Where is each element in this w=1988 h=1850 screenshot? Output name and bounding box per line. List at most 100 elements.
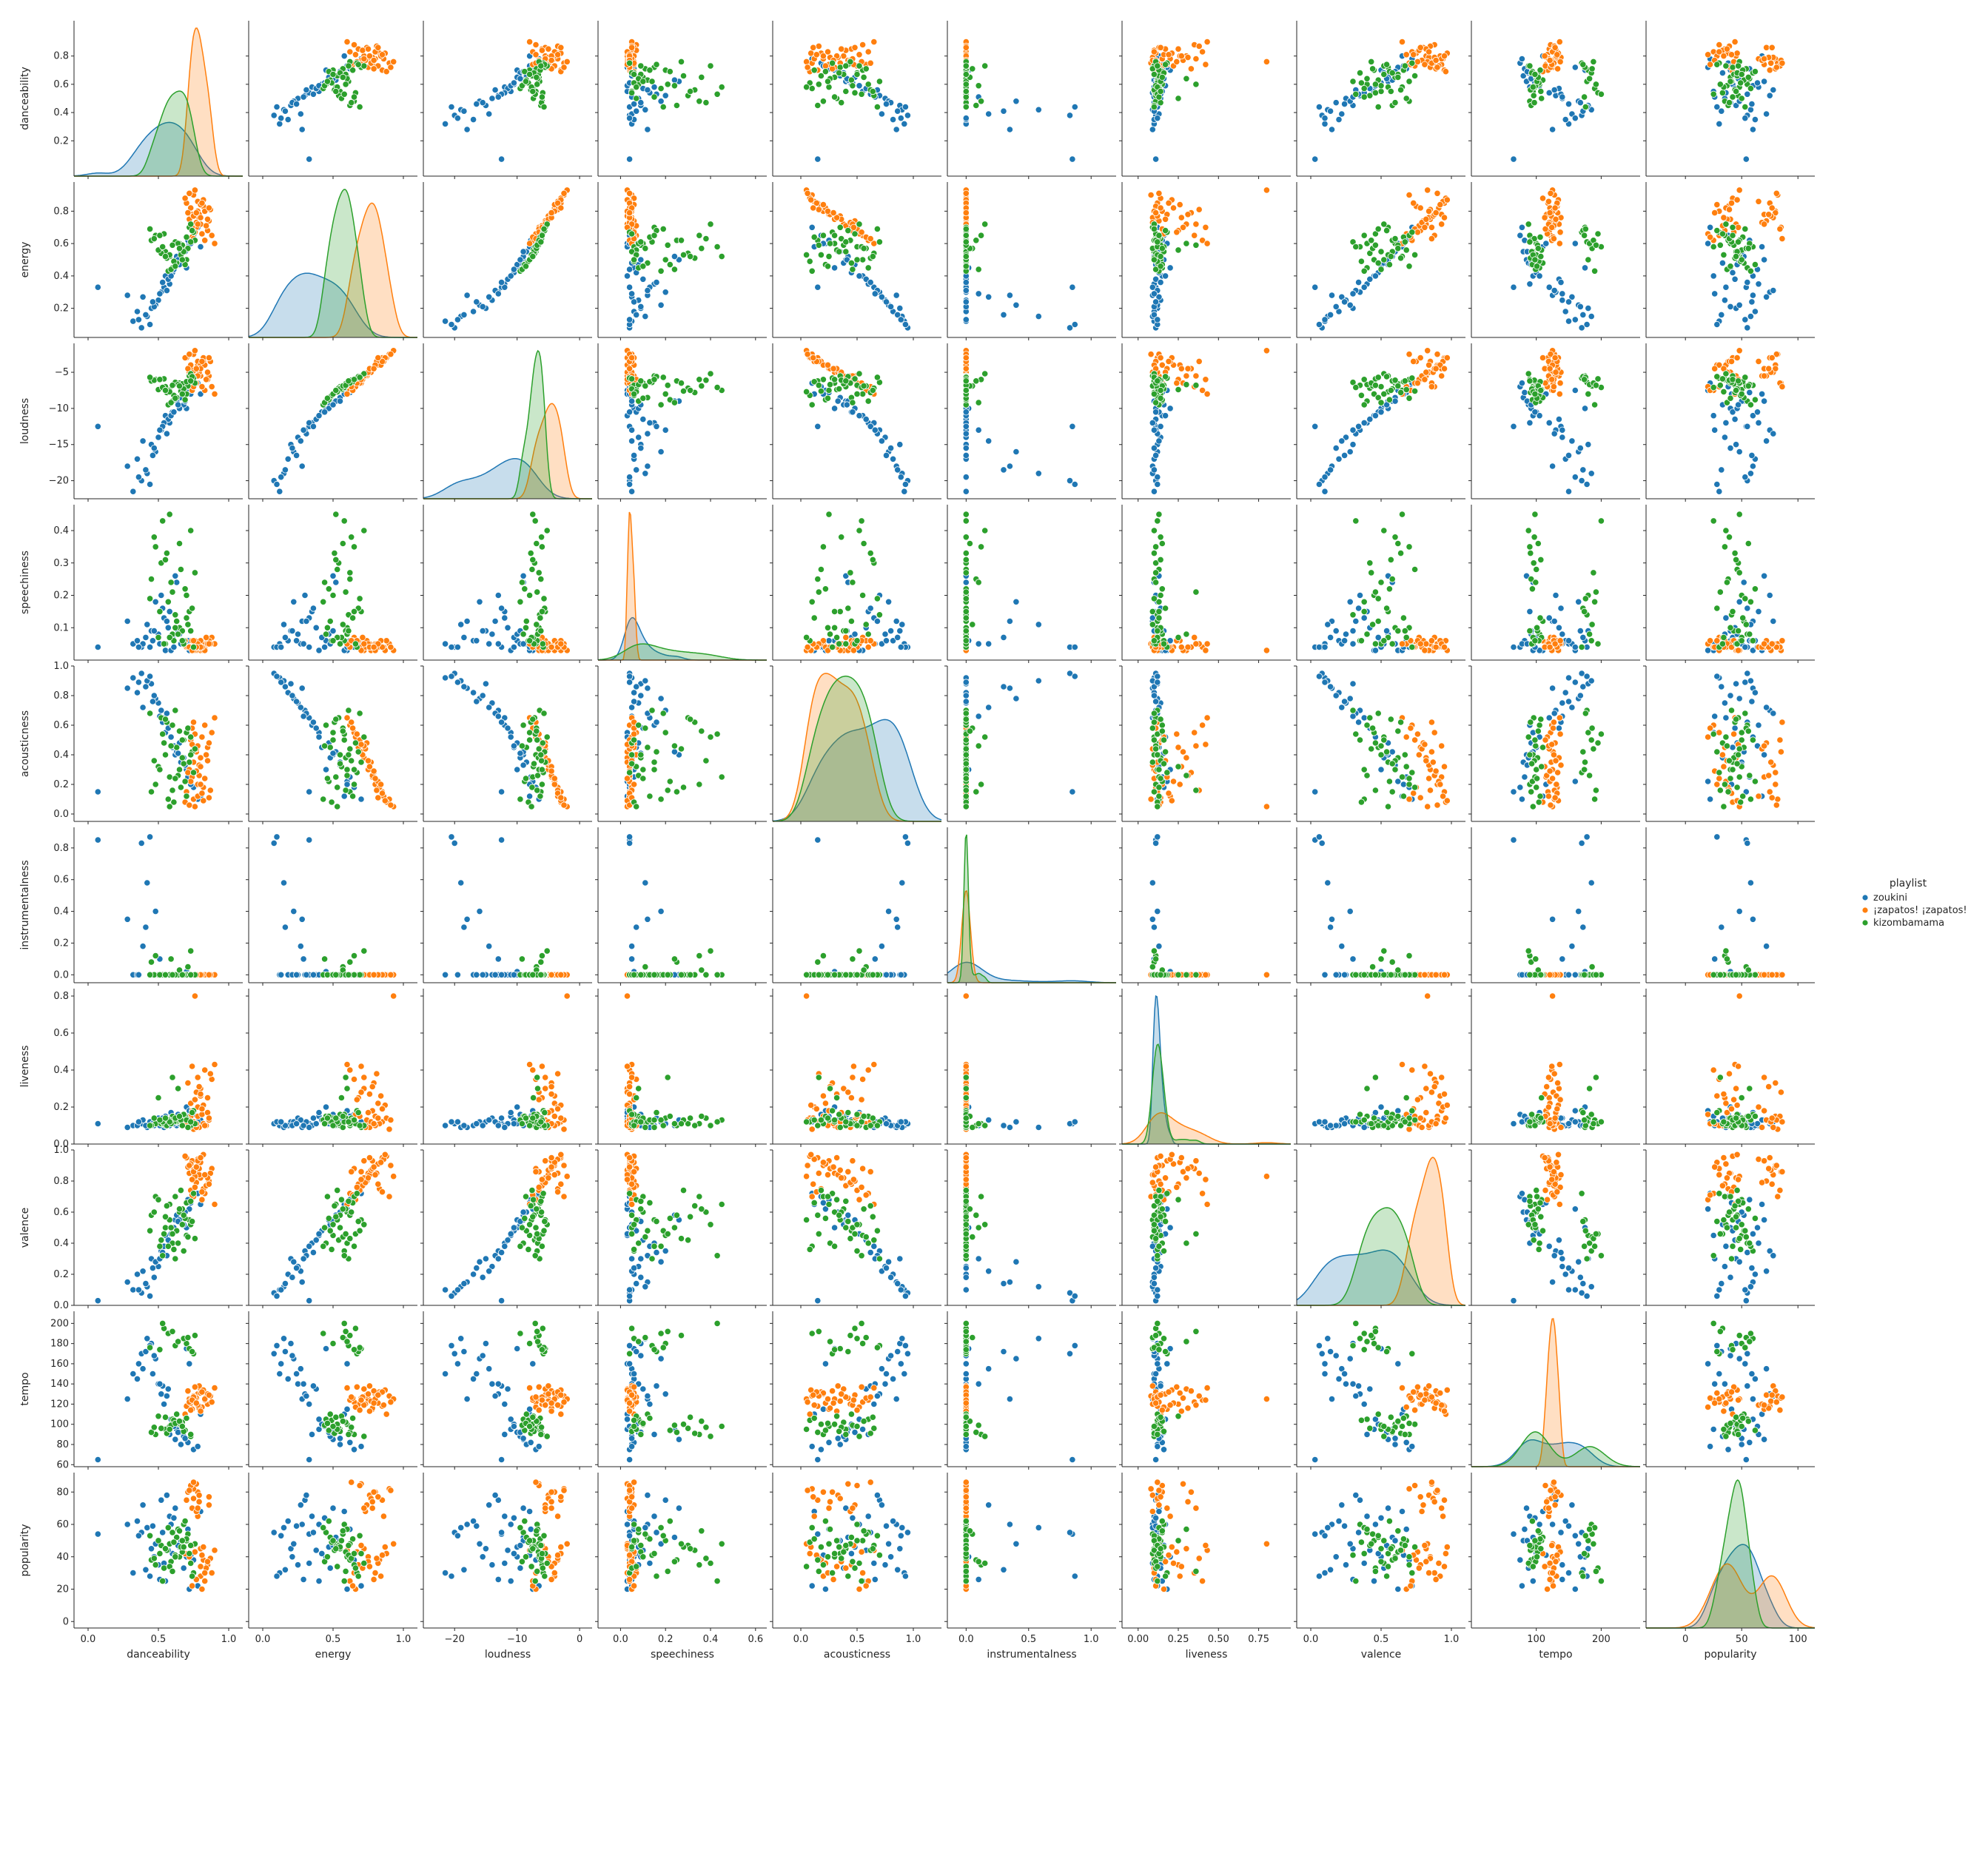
point-kizombamama-loudness-vs-acousticness <box>869 386 876 394</box>
point-zoukini-speechiness-vs-tempo <box>1579 633 1587 642</box>
point-zoukini-energy-vs-popularity <box>1748 298 1756 306</box>
point-kizombamama-energy-vs-valence <box>1397 255 1405 262</box>
point-zoukini-speechiness-vs-acousticness <box>882 637 890 645</box>
point-zoukini-loudness-vs-tempo <box>1531 408 1539 416</box>
point-kizombamama-speechiness-vs-tempo <box>1531 534 1538 541</box>
point-zoukini-energy-vs-loudness <box>494 290 502 297</box>
point-zapatos-zapatos-danceability-vs-acousticness <box>804 64 811 71</box>
point-zoukini-speechiness-vs-popularity <box>1705 647 1712 654</box>
point-zapatos-zapatos-loudness-vs-danceability <box>186 351 193 358</box>
point-kizombamama-loudness-vs-speechiness <box>628 375 636 383</box>
point-zoukini-energy-vs-instrumentalness <box>1000 311 1007 318</box>
point-zapatos-zapatos-danceability-vs-valence <box>1403 51 1410 58</box>
point-zoukini-speechiness-vs-valence <box>1327 633 1334 642</box>
point-zoukini-energy-vs-popularity <box>1747 312 1754 320</box>
point-zapatos-zapatos-energy-vs-valence <box>1424 186 1431 194</box>
point-zoukini-acousticness-vs-danceability <box>94 788 101 796</box>
point-zoukini-speechiness-vs-loudness <box>497 605 506 612</box>
point-zapatos-zapatos-speechiness-vs-acousticness <box>850 647 858 654</box>
point-kizombamama-speechiness-vs-danceability <box>187 627 195 635</box>
point-zoukini-energy-vs-acousticness <box>896 304 904 312</box>
point-zapatos-zapatos-energy-vs-liveness <box>1184 211 1192 218</box>
point-zoukini-speechiness-vs-acousticness <box>825 637 833 645</box>
point-kizombamama-loudness-vs-liveness <box>1150 390 1158 398</box>
point-kizombamama-danceability-vs-popularity <box>1738 95 1745 102</box>
point-zoukini-energy-vs-speechiness <box>653 278 660 286</box>
point-zoukini-danceability-vs-speechiness <box>625 115 634 122</box>
point-kizombamama-danceability-vs-valence <box>1387 87 1394 95</box>
point-kizombamama-speechiness-vs-acousticness <box>814 575 822 583</box>
point-kizombamama-energy-vs-popularity <box>1733 252 1740 260</box>
point-kizombamama-speechiness-vs-danceability <box>173 617 181 625</box>
point-kizombamama-danceability-vs-speechiness <box>679 72 688 80</box>
point-zoukini-loudness-vs-instrumentalness <box>1013 448 1020 456</box>
point-zoukini-danceability-vs-loudness <box>448 103 455 111</box>
point-kizombamama-speechiness-vs-liveness <box>1154 627 1161 635</box>
point-zapatos-zapatos-energy-vs-tempo <box>1545 198 1552 205</box>
point-kizombamama-speechiness-vs-liveness <box>1150 527 1158 534</box>
point-kizombamama-speechiness-vs-popularity <box>1725 534 1733 541</box>
point-zoukini-loudness-vs-energy <box>329 401 337 408</box>
point-zoukini-loudness-vs-speechiness <box>628 397 636 405</box>
point-zapatos-zapatos-danceability-vs-instrumentalness <box>962 44 970 51</box>
point-kizombamama-speechiness-vs-danceability <box>147 595 154 602</box>
point-zapatos-zapatos-danceability-vs-energy <box>370 56 377 64</box>
point-zoukini-energy-vs-speechiness <box>671 252 679 260</box>
point-kizombamama-danceability-vs-valence <box>1360 85 1368 92</box>
point-zoukini-danceability-vs-tempo <box>1562 116 1569 124</box>
point-zoukini-energy-vs-tempo <box>1510 283 1517 291</box>
point-zoukini-loudness-vs-popularity <box>1755 419 1762 427</box>
point-kizombamama-danceability-vs-energy <box>356 103 363 111</box>
point-kizombamama-acousticness-vs-danceability <box>147 710 154 717</box>
point-zoukini-danceability-vs-acousticness <box>814 155 822 163</box>
point-kizombamama-danceability-vs-instrumentalness <box>962 103 970 111</box>
panel-speechiness-vs-popularity <box>1643 505 1815 663</box>
point-kizombamama-speechiness-vs-energy <box>346 575 354 583</box>
point-kizombamama-energy-vs-speechiness <box>677 237 685 244</box>
point-kizombamama-speechiness-vs-popularity <box>1742 595 1749 602</box>
point-zapatos-zapatos-energy-vs-tempo <box>1539 195 1547 202</box>
point-zapatos-zapatos-danceability-vs-popularity <box>1761 55 1768 63</box>
point-zoukini-loudness-vs-energy <box>298 462 306 470</box>
panel-loudness-vs-speechiness <box>595 343 767 502</box>
point-zoukini-speechiness-vs-loudness <box>448 643 455 651</box>
point-kizombamama-acousticness-vs-danceability <box>167 742 175 750</box>
point-zoukini-speechiness-vs-danceability <box>163 617 170 625</box>
point-kizombamama-speechiness-vs-tempo <box>1531 637 1539 645</box>
point-zapatos-zapatos-energy-vs-popularity <box>1768 204 1776 212</box>
point-zoukini-speechiness-vs-energy <box>329 572 337 579</box>
point-kizombamama-energy-vs-loudness <box>540 225 548 232</box>
point-zapatos-zapatos-acousticness-vs-energy <box>381 797 389 804</box>
point-kizombamama-speechiness-vs-tempo <box>1590 569 1597 576</box>
point-kizombamama-speechiness-vs-popularity <box>1727 624 1734 631</box>
point-zapatos-zapatos-danceability-vs-acousticness <box>867 59 874 67</box>
point-zoukini-energy-vs-popularity <box>1722 283 1730 291</box>
point-zapatos-zapatos-energy-vs-danceability <box>191 186 198 194</box>
point-zapatos-zapatos-loudness-vs-popularity <box>1765 365 1773 372</box>
point-kizombamama-speechiness-vs-valence <box>1388 575 1396 583</box>
point-kizombamama-acousticness-vs-energy <box>326 744 334 751</box>
point-kizombamama-speechiness-vs-danceability <box>166 511 173 518</box>
point-zoukini-energy-vs-valence <box>1366 275 1374 283</box>
point-kizombamama-loudness-vs-speechiness <box>698 382 705 390</box>
point-zapatos-zapatos-energy-vs-liveness <box>1191 232 1198 239</box>
point-kizombamama-energy-vs-danceability <box>172 263 179 270</box>
point-zoukini-speechiness-vs-instrumentalness <box>1006 617 1014 625</box>
point-zapatos-zapatos-loudness-vs-valence <box>1443 354 1451 362</box>
point-kizombamama-energy-vs-valence <box>1374 259 1382 266</box>
point-zapatos-zapatos-danceability-vs-liveness <box>1173 58 1181 66</box>
point-kizombamama-loudness-vs-popularity <box>1716 382 1724 389</box>
point-zoukini-danceability-vs-energy <box>292 101 300 108</box>
point-zapatos-zapatos-danceability-vs-loudness <box>560 64 568 71</box>
point-zapatos-zapatos-danceability-vs-energy <box>350 41 358 49</box>
point-kizombamama-energy-vs-popularity <box>1713 226 1721 235</box>
point-kizombamama-loudness-vs-speechiness <box>659 374 667 381</box>
point-zapatos-zapatos-loudness-vs-valence <box>1428 383 1436 391</box>
point-kizombamama-danceability-vs-speechiness <box>639 78 647 85</box>
point-zapatos-zapatos-speechiness-vs-loudness <box>557 640 565 648</box>
point-zoukini-danceability-vs-tempo <box>1545 89 1553 97</box>
point-zoukini-loudness-vs-danceability <box>170 408 178 416</box>
point-zapatos-zapatos-loudness-vs-instrumentalness <box>962 365 970 372</box>
point-zapatos-zapatos-energy-vs-liveness <box>1263 186 1271 194</box>
point-kizombamama-speechiness-vs-loudness <box>529 511 537 518</box>
